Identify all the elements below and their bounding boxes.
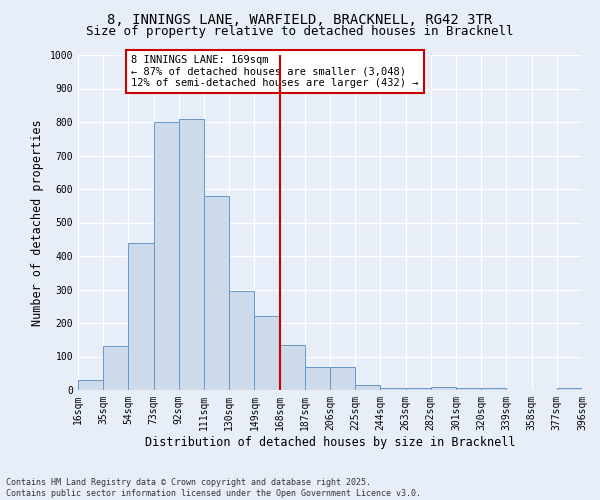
Bar <box>355 385 380 390</box>
Bar <box>305 366 330 390</box>
Bar <box>557 388 582 390</box>
Bar <box>179 118 204 390</box>
X-axis label: Distribution of detached houses by size in Bracknell: Distribution of detached houses by size … <box>145 436 515 448</box>
Text: 8 INNINGS LANE: 169sqm
← 87% of detached houses are smaller (3,048)
12% of semi-: 8 INNINGS LANE: 169sqm ← 87% of detached… <box>131 55 419 88</box>
Bar <box>380 388 406 390</box>
Bar <box>280 345 305 390</box>
Bar <box>103 346 128 390</box>
Text: Size of property relative to detached houses in Bracknell: Size of property relative to detached ho… <box>86 25 514 38</box>
Bar <box>254 316 280 390</box>
Bar <box>456 388 481 390</box>
Bar <box>406 388 431 390</box>
Bar <box>154 122 179 390</box>
Bar <box>204 196 229 390</box>
Y-axis label: Number of detached properties: Number of detached properties <box>31 119 44 326</box>
Bar <box>229 291 254 390</box>
Text: Contains HM Land Registry data © Crown copyright and database right 2025.
Contai: Contains HM Land Registry data © Crown c… <box>6 478 421 498</box>
Bar <box>78 380 103 390</box>
Text: 8, INNINGS LANE, WARFIELD, BRACKNELL, RG42 3TR: 8, INNINGS LANE, WARFIELD, BRACKNELL, RG… <box>107 12 493 26</box>
Bar <box>128 242 154 390</box>
Bar <box>481 388 506 390</box>
Bar <box>330 366 355 390</box>
Bar <box>431 386 456 390</box>
